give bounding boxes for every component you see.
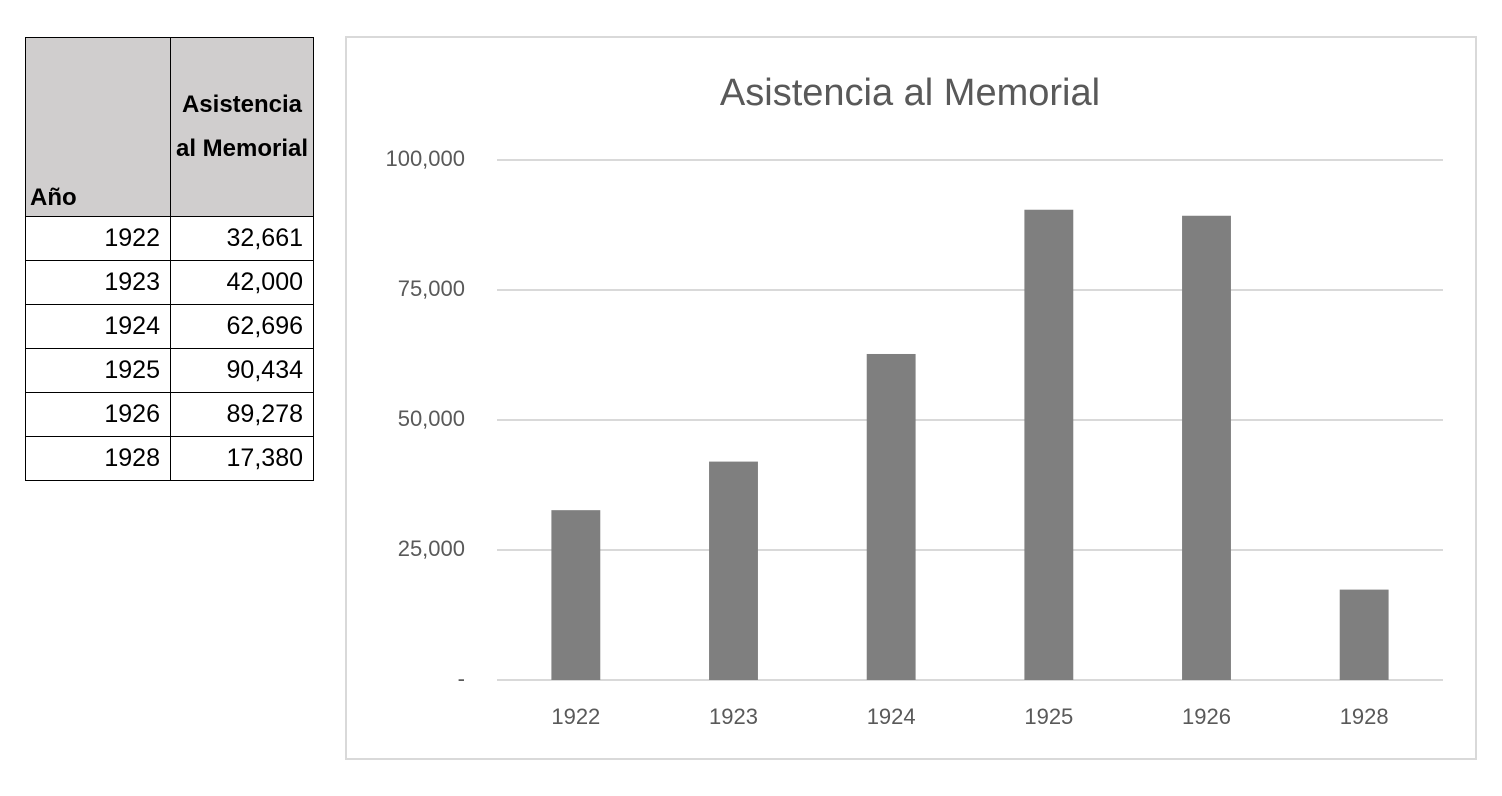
x-tick-label: 1926: [1182, 704, 1231, 729]
chart-title: Asistencia al Memorial: [720, 72, 1100, 114]
table-row: 1925 90,434: [25, 348, 314, 393]
bar: [1339, 589, 1389, 680]
x-tick-label: 1928: [1340, 704, 1389, 729]
table-cell: 1926: [25, 392, 171, 437]
table-cell: 89,278: [170, 392, 314, 437]
table-row: 1928 17,380: [25, 436, 314, 481]
data-table: Año Asistencia al Memorial 1922 32,661 192…: [25, 37, 314, 481]
x-tick-label: 1922: [551, 704, 600, 729]
y-tick-label: 75,000: [398, 276, 465, 301]
y-tick-label: 100,000: [385, 146, 465, 171]
bar: [1024, 209, 1074, 680]
y-tick-label: 25,000: [398, 536, 465, 561]
bar: [1182, 215, 1231, 680]
x-tick-label: 1923: [709, 704, 758, 729]
table-cell: 17,380: [170, 436, 314, 481]
table-row: 1924 62,696: [25, 304, 314, 349]
table-cell: 1928: [25, 436, 171, 481]
header-cell: Año: [25, 37, 171, 217]
bar: [866, 353, 916, 680]
header-row: Año Asistencia al Memorial: [25, 37, 314, 217]
bar: [551, 510, 601, 680]
table-cell: 1925: [25, 348, 171, 393]
table-cell: 42,000: [170, 260, 314, 305]
x-tick-label: 1925: [1024, 704, 1073, 729]
header-cell: Asistencia al Memorial: [170, 37, 314, 217]
table-cell: 32,661: [170, 216, 314, 261]
table-cell: 90,434: [170, 348, 314, 393]
table-cell: 1924: [25, 304, 171, 349]
x-tick-label: 1924: [867, 704, 916, 729]
table-row: 1923 42,000: [25, 260, 314, 305]
y-tick-label: -: [458, 666, 465, 691]
y-tick-label: 50,000: [398, 406, 465, 431]
table-row: 1926 89,278: [25, 392, 314, 437]
bar: [709, 461, 758, 680]
